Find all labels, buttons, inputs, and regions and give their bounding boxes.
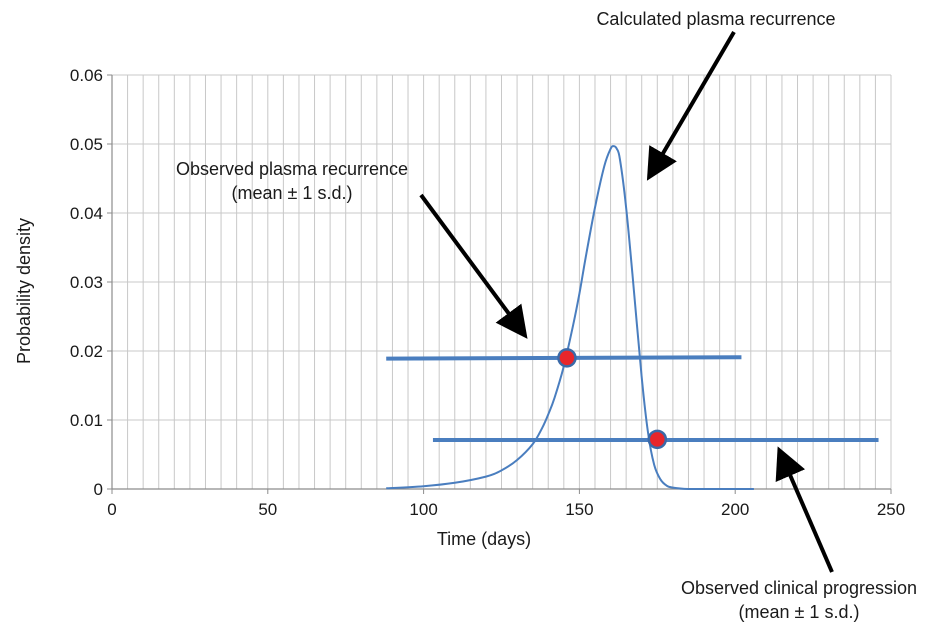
- grid: [112, 74, 892, 489]
- x-tick-label: 200: [721, 500, 749, 519]
- y-tick-label: 0.03: [70, 273, 103, 292]
- plot-area: [386, 145, 879, 490]
- axes: [107, 74, 892, 494]
- x-tick-label: 50: [258, 500, 277, 519]
- x-tick-label: 150: [565, 500, 593, 519]
- annotation-2-line-2: (mean ± 1 s.d.): [232, 183, 353, 203]
- annotation-3-line-2: (mean ± 1 s.d.): [739, 602, 860, 622]
- annotation-2-arrow: [419, 193, 528, 339]
- x-tick-label: 250: [877, 500, 905, 519]
- annotation-3-line-1: Observed clinical progression: [681, 578, 917, 598]
- y-tick-label: 0.06: [70, 66, 103, 85]
- annotation-1-arrow: [646, 30, 736, 181]
- y-tick-label: 0: [94, 480, 103, 499]
- x-tick-label: 0: [107, 500, 116, 519]
- y-tick-label: 0.05: [70, 135, 103, 154]
- annotation-3-arrow: [775, 446, 834, 573]
- annotations: Calculated plasma recurrence Observed pla…: [176, 9, 917, 622]
- mean-marker-1: [557, 348, 577, 368]
- y-tick-label: 0.04: [70, 204, 103, 223]
- y-tick-label: 0.01: [70, 411, 103, 430]
- density-curve-line: [386, 145, 754, 490]
- x-tick-label: 100: [409, 500, 437, 519]
- tick-labels: 0 50 100 150 200 250 0 0.01 0.02 0.03 0.04 0.05 0.06: [70, 66, 905, 519]
- mean-marker-2: [647, 429, 668, 450]
- x-axis-label: Time (days): [437, 529, 531, 549]
- annotation-1-line-1: Calculated plasma recurrence: [596, 9, 835, 29]
- y-tick-label: 0.02: [70, 342, 103, 361]
- annotation-2-line-1: Observed plasma recurrence: [176, 159, 408, 179]
- y-axis-label: Probability density: [14, 218, 34, 364]
